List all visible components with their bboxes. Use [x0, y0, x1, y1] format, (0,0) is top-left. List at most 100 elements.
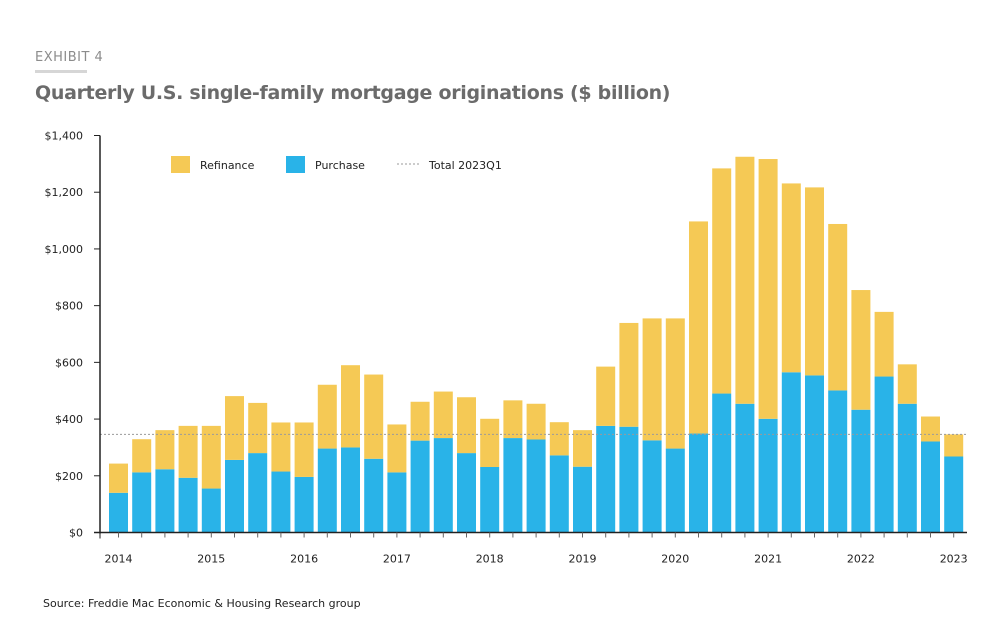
bar-purchase-2022Q1: [851, 409, 871, 533]
legend-purchase: Purchase: [286, 156, 365, 173]
bar-refinance-2022Q4: [921, 416, 940, 442]
bar-purchase-2017Q1: [387, 472, 407, 533]
y-tick-label: $1,200: [45, 186, 84, 199]
bar-refinance-2015Q2: [225, 396, 244, 460]
bar-refinance-2022Q3: [897, 364, 917, 404]
bar-refinance-2014Q3: [155, 430, 175, 470]
bar-refinance-2022Q1: [851, 290, 871, 410]
bar-refinance-2019Q1: [573, 430, 592, 467]
bar-refinance-2020Q3: [712, 168, 732, 394]
legend-refinance-swatch: [171, 156, 190, 173]
legend: Refinance Purchase Total 2023Q1: [171, 156, 502, 173]
bar-purchase-2020Q3: [712, 393, 732, 533]
bar-purchase-2018Q4: [549, 455, 569, 533]
y-tick-label: $800: [55, 300, 83, 313]
bar-refinance-2020Q1: [665, 318, 685, 449]
bar-refinance-2020Q4: [735, 156, 755, 404]
y-tick-label: $600: [55, 356, 83, 369]
bar-purchase-2021Q1: [758, 418, 778, 533]
x-tick-label: 2017: [383, 553, 411, 566]
bar-purchase-2016Q1: [294, 476, 314, 533]
bar-purchase-2021Q3: [805, 375, 824, 533]
bar-refinance-2017Q4: [457, 397, 476, 454]
bar-purchase-2017Q2: [410, 440, 430, 533]
bar-purchase-2017Q3: [433, 438, 453, 533]
bar-purchase-2021Q2: [781, 372, 801, 533]
bar-refinance-2020Q2: [689, 221, 708, 434]
bar-refinance-2017Q3: [433, 391, 453, 439]
bar-purchase-2014Q2: [132, 472, 152, 533]
bar-refinance-2016Q2: [317, 384, 337, 449]
bar-purchase-2022Q4: [921, 441, 940, 533]
bar-refinance-2015Q1: [201, 425, 221, 489]
x-tick-label: 2014: [105, 553, 133, 566]
bar-refinance-2015Q3: [248, 402, 268, 454]
bar-purchase-2022Q2: [874, 376, 894, 533]
bar-refinance-2014Q2: [132, 439, 152, 473]
bar-refinance-2019Q4: [642, 318, 662, 441]
bar-refinance-2014Q1: [109, 463, 128, 493]
y-tick-label: $400: [55, 413, 83, 426]
legend-purchase-swatch: [286, 156, 305, 173]
bar-refinance-2018Q1: [480, 418, 500, 467]
bar-refinance-2021Q1: [758, 159, 778, 419]
y-tick-label: $0: [69, 527, 83, 540]
bar-purchase-2015Q4: [271, 471, 291, 533]
legend-refinance: Refinance: [171, 156, 255, 173]
bar-purchase-2019Q3: [619, 426, 639, 533]
bar-refinance-2014Q4: [178, 425, 198, 478]
axes-group: $0 $200 $400 $600 $800 $1,000 $1,200 $1,400 2014…: [45, 130, 968, 566]
exhibit-underline: [35, 70, 87, 73]
bar-purchase-2021Q4: [828, 390, 848, 533]
y-tick-label: $1,000: [45, 243, 84, 256]
bar-purchase-2020Q2: [689, 433, 708, 533]
y-tick-label: $1,400: [45, 130, 84, 143]
chart-title: Quarterly U.S. single-family mortgage or…: [35, 82, 671, 104]
x-tick-label: 2016: [290, 553, 318, 566]
bar-refinance-2021Q4: [828, 223, 848, 391]
bar-refinance-2023Q1: [944, 434, 964, 457]
legend-total-2023q1: Total 2023Q1: [397, 159, 502, 172]
x-tick-label: 2023: [940, 553, 968, 566]
bar-purchase-2014Q3: [155, 469, 175, 533]
x-tick-label: 2022: [847, 553, 875, 566]
legend-refinance-label: Refinance: [200, 159, 255, 172]
bar-refinance-2015Q4: [271, 422, 291, 472]
x-tick-label: 2015: [197, 553, 225, 566]
bar-purchase-2019Q1: [573, 466, 592, 533]
bar-purchase-2023Q1: [944, 456, 964, 533]
bar-refinance-2019Q3: [619, 322, 639, 427]
bar-purchase-2019Q2: [596, 425, 616, 533]
bar-purchase-2015Q1: [201, 488, 221, 533]
bar-purchase-2018Q2: [503, 438, 523, 533]
x-tick-label: 2018: [476, 553, 504, 566]
bar-purchase-2022Q3: [897, 403, 917, 533]
x-tick-label: 2021: [754, 553, 782, 566]
bar-purchase-2020Q4: [735, 403, 755, 533]
x-tick-label: 2019: [569, 553, 597, 566]
bar-purchase-2015Q3: [248, 453, 268, 533]
bar-purchase-2019Q4: [642, 440, 662, 533]
bar-purchase-2016Q2: [317, 448, 337, 533]
bar-refinance-2016Q4: [364, 374, 384, 459]
bar-refinance-2016Q1: [294, 422, 314, 477]
bar-purchase-2014Q1: [109, 492, 128, 533]
bar-purchase-2016Q3: [341, 447, 360, 533]
bar-purchase-2014Q4: [178, 477, 198, 533]
bar-refinance-2016Q3: [341, 365, 360, 448]
bar-refinance-2017Q1: [387, 424, 407, 473]
bar-purchase-2017Q4: [457, 453, 476, 533]
bar-purchase-2018Q3: [526, 439, 546, 533]
bar-refinance-2021Q3: [805, 187, 824, 376]
y-tick-label: $200: [55, 470, 83, 483]
bar-purchase-2016Q4: [364, 458, 384, 533]
bar-refinance-2021Q2: [781, 183, 801, 373]
source-note: Source: Freddie Mac Economic & Housing R…: [43, 597, 361, 610]
bar-refinance-2018Q3: [526, 403, 546, 440]
bar-refinance-2022Q2: [874, 311, 894, 377]
bar-refinance-2018Q4: [549, 422, 569, 456]
bar-purchase-2020Q1: [665, 448, 685, 533]
bar-refinance-2018Q2: [503, 400, 523, 439]
bar-refinance-2019Q2: [596, 366, 616, 426]
